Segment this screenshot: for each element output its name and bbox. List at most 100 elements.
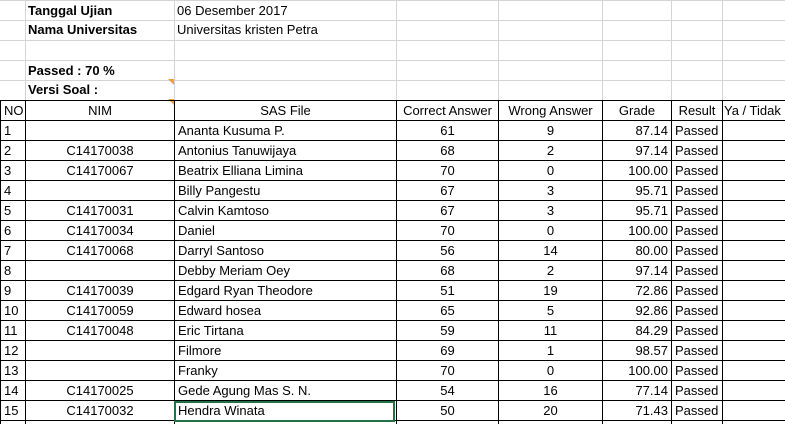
passed-threshold-label[interactable]: Passed : 70 %	[28, 63, 115, 78]
cell-result[interactable]: Passed	[675, 123, 719, 138]
cell-result[interactable]: Passed	[675, 363, 719, 378]
cell-grade[interactable]: 100.00	[628, 223, 668, 238]
cell-nim[interactable]: C14170032	[66, 403, 134, 418]
cell-no[interactable]: 12	[4, 343, 19, 358]
cell-nim[interactable]	[26, 341, 174, 361]
cell-wrong-answer[interactable]: 1	[546, 343, 555, 358]
cell-nim[interactable]: C14170031	[66, 203, 134, 218]
cell-sas-file[interactable]: Eric Tirtana	[178, 323, 244, 338]
cell-result[interactable]: Passed	[675, 243, 719, 258]
cell-wrong-answer[interactable]: 9	[546, 123, 555, 138]
selected-cell[interactable]	[174, 401, 395, 422]
cell-correct-answer[interactable]: 67	[440, 183, 455, 198]
cell-correct-answer[interactable]: 56	[440, 243, 455, 258]
cell-no[interactable]: 13	[4, 363, 19, 378]
cell-grade[interactable]: 87.14	[635, 123, 668, 138]
cell-no[interactable]: 11	[4, 323, 18, 338]
cell-correct-answer[interactable]: 68	[440, 143, 455, 158]
cell-no[interactable]: 15	[4, 403, 19, 418]
cell-result[interactable]: Passed	[675, 403, 719, 418]
cell-correct-answer[interactable]: 70	[440, 363, 455, 378]
cell-grade[interactable]: 84.29	[635, 323, 668, 338]
cell-grade[interactable]: 100.00	[628, 163, 668, 178]
header-no[interactable]: NO	[4, 103, 24, 118]
cell-grade[interactable]: 98.57	[635, 343, 668, 358]
cell-grade[interactable]: 97.14	[635, 143, 668, 158]
cell-sas-file[interactable]: Calvin Kamtoso	[178, 203, 270, 218]
cell-no[interactable]: 3	[4, 163, 12, 178]
cell-grade[interactable]: 77.14	[635, 383, 668, 398]
cell-no[interactable]: 6	[4, 223, 12, 238]
cell-sas-file[interactable]: Filmore	[178, 343, 222, 358]
cell-nim[interactable]: C14170059	[66, 303, 134, 318]
cell-no[interactable]: 7	[4, 243, 12, 258]
cell-result[interactable]: Passed	[675, 323, 719, 338]
header-nim[interactable]: NIM	[88, 103, 112, 118]
cell-correct-answer[interactable]: 69	[440, 343, 455, 358]
cell-nim[interactable]: C14170039	[66, 283, 134, 298]
cell-correct-answer[interactable]: 61	[440, 123, 455, 138]
cell-grade[interactable]: 92.86	[635, 303, 668, 318]
cell-no[interactable]: 10	[4, 303, 19, 318]
cell-ya-tidak[interactable]	[723, 321, 785, 341]
cell-result[interactable]: Passed	[675, 143, 719, 158]
cell-sas-file[interactable]: Hendra Winata	[178, 403, 265, 418]
cell-ya-tidak[interactable]	[723, 261, 785, 281]
cell-wrong-answer[interactable]: 14	[543, 243, 558, 258]
cell-result[interactable]: Passed	[675, 203, 719, 218]
cell-wrong-answer[interactable]: 3	[546, 183, 555, 198]
cell-wrong-answer[interactable]: 2	[546, 143, 555, 158]
cell-wrong-answer[interactable]: 0	[546, 163, 555, 178]
cell-wrong-answer[interactable]: 11	[543, 323, 558, 338]
cell-sas-file[interactable]: Darryl Santoso	[178, 243, 264, 258]
cell-sas-file[interactable]: Gede Agung Mas S. N.	[178, 383, 311, 398]
header-grade[interactable]: Grade	[618, 103, 656, 118]
cell-no[interactable]: 2	[4, 143, 12, 158]
cell-ya-tidak[interactable]	[723, 361, 785, 381]
cell-ya-tidak[interactable]	[723, 281, 785, 301]
cell-nim[interactable]: C14170034	[66, 223, 134, 238]
cell-wrong-answer[interactable]: 20	[543, 403, 558, 418]
cell-correct-answer[interactable]: 50	[440, 403, 455, 418]
cell-result[interactable]: Passed	[675, 283, 719, 298]
cell-ya-tidak[interactable]	[723, 221, 785, 241]
header-result[interactable]: Result	[678, 103, 716, 118]
tanggal-ujian-label[interactable]: Tanggal Ujian	[28, 3, 113, 18]
cell-correct-answer[interactable]: 51	[440, 283, 455, 298]
cell-sas-file[interactable]: Franky	[178, 363, 218, 378]
cell-sas-file[interactable]: Debby Meriam Oey	[178, 263, 290, 278]
cell-correct-answer[interactable]: 70	[440, 163, 455, 178]
cell-nim[interactable]	[26, 121, 174, 141]
cell-sas-file[interactable]: Billy Pangestu	[178, 183, 261, 198]
cell-no[interactable]: 14	[4, 383, 19, 398]
cell-nim[interactable]	[26, 361, 174, 381]
cell-result[interactable]: Passed	[675, 263, 719, 278]
header-sas-file[interactable]: SAS File	[260, 103, 311, 118]
cell-wrong-answer[interactable]: 16	[543, 383, 558, 398]
cell-result[interactable]: Passed	[675, 303, 719, 318]
cell-correct-answer[interactable]: 70	[440, 223, 455, 238]
header-correct-answer[interactable]: Correct Answer	[403, 103, 492, 118]
cell-correct-answer[interactable]: 54	[440, 383, 455, 398]
header-ya-tidak[interactable]: Ya / Tidak	[724, 103, 781, 118]
cell-ya-tidak[interactable]	[723, 241, 785, 261]
cell-sas-file[interactable]: Ananta Kusuma P.	[178, 123, 285, 138]
cell-nim[interactable]: C14170025	[66, 383, 134, 398]
cell-nim[interactable]: C14170068	[66, 243, 134, 258]
cell-no[interactable]: 8	[4, 263, 12, 278]
cell-grade[interactable]: 95.71	[635, 183, 668, 198]
cell-sas-file[interactable]: Edward hosea	[178, 303, 262, 318]
cell-result[interactable]: Passed	[675, 383, 719, 398]
cell-nim[interactable]: C14170048	[66, 323, 134, 338]
cell-ya-tidak[interactable]	[723, 201, 785, 221]
cell-sas-file[interactable]: Edgard Ryan Theodore	[178, 283, 313, 298]
cell-grade[interactable]: 100.00	[628, 363, 668, 378]
cell-correct-answer[interactable]: 68	[440, 263, 455, 278]
cell-grade[interactable]: 71.43	[635, 403, 668, 418]
cell-nim[interactable]	[26, 181, 174, 201]
cell-correct-answer[interactable]: 65	[440, 303, 455, 318]
versi-soal-label[interactable]: Versi Soal :	[28, 82, 99, 97]
cell-grade[interactable]: 97.14	[635, 263, 668, 278]
cell-wrong-answer[interactable]: 0	[546, 363, 555, 378]
